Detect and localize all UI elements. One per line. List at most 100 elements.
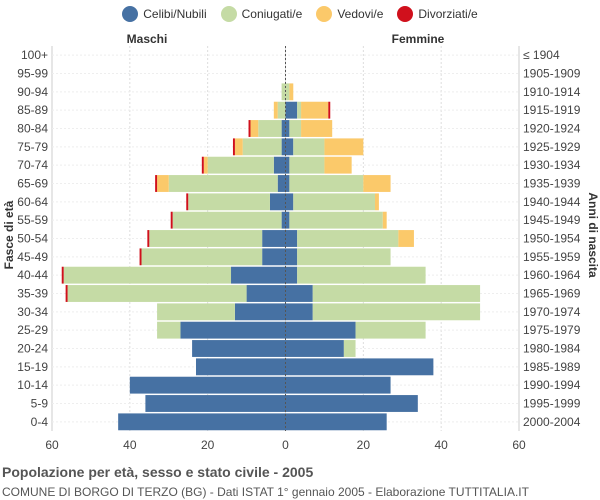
bar-male-celibi[interactable] xyxy=(273,156,286,174)
bar-male-vedovi[interactable] xyxy=(273,101,278,119)
bar-male-vedovi[interactable] xyxy=(157,175,169,192)
bar-male-divorziati[interactable] xyxy=(232,138,235,156)
bar-female-coniugate[interactable] xyxy=(289,156,325,174)
bar-male-divorziati[interactable] xyxy=(201,156,204,174)
bar-female-nubili[interactable] xyxy=(285,321,356,339)
bar-female-nubili[interactable] xyxy=(285,303,313,321)
bar-male-vedovi[interactable] xyxy=(203,156,208,174)
bar-male-celibi[interactable] xyxy=(118,413,286,431)
bar-female-coniugate[interactable] xyxy=(355,321,426,339)
bar-male-celibi[interactable] xyxy=(277,175,286,192)
bar-male-divorziati[interactable] xyxy=(61,266,64,284)
bar-male-celibi[interactable] xyxy=(281,138,286,156)
bar-male-coniugati[interactable] xyxy=(207,156,274,174)
bar-female-coniugate[interactable] xyxy=(285,83,290,101)
bar-female-coniugate[interactable] xyxy=(297,248,391,266)
bar-female-coniugate[interactable] xyxy=(289,175,364,192)
bar-female-nubili[interactable] xyxy=(285,193,294,211)
bar-male-divorziati[interactable] xyxy=(155,175,158,192)
bar-male-coniugati[interactable] xyxy=(281,83,286,101)
bar-male-celibi[interactable] xyxy=(195,358,286,376)
bar-male-celibi[interactable] xyxy=(281,120,286,137)
bar-female-coniugate[interactable] xyxy=(312,303,481,321)
bar-female-coniugate[interactable] xyxy=(297,266,426,284)
bar-female-nubili[interactable] xyxy=(285,358,434,376)
bars xyxy=(61,46,481,431)
bar-male-coniugati[interactable] xyxy=(63,266,232,284)
bar-male-celibi[interactable] xyxy=(145,395,286,412)
bar-female-coniugate[interactable] xyxy=(297,101,302,119)
bar-male-celibi[interactable] xyxy=(262,248,286,266)
bar-female-vedove[interactable] xyxy=(289,83,294,101)
bar-male-divorziati[interactable] xyxy=(139,248,142,266)
bar-female-coniugate[interactable] xyxy=(289,211,383,229)
bar-female-vedove[interactable] xyxy=(375,193,379,211)
x-tick-label: 60 xyxy=(512,438,526,452)
bar-male-celibi[interactable] xyxy=(192,340,286,357)
bar-male-coniugati[interactable] xyxy=(67,285,247,302)
chart-source: COMUNE DI BORGO DI TERZO (BG) - Dati IST… xyxy=(2,485,529,499)
bar-male-coniugati[interactable] xyxy=(141,248,263,266)
bar-female-coniugate[interactable] xyxy=(297,230,399,247)
bar-male-celibi[interactable] xyxy=(234,303,286,321)
bar-male-divorziati[interactable] xyxy=(147,230,150,247)
bar-female-nubili[interactable] xyxy=(285,376,391,394)
bar-female-vedove[interactable] xyxy=(324,138,364,156)
bar-male-celibi[interactable] xyxy=(180,321,286,339)
bar-male-divorziati[interactable] xyxy=(170,211,173,229)
bar-female-coniugate[interactable] xyxy=(343,340,356,357)
bar-female-coniugate[interactable] xyxy=(289,120,302,137)
bar-male-celibi[interactable] xyxy=(281,211,286,229)
bar-female-divorziate[interactable] xyxy=(328,101,331,119)
bar-male-coniugati[interactable] xyxy=(149,230,263,247)
bar-female-nubili[interactable] xyxy=(285,175,290,192)
bar-female-coniugate[interactable] xyxy=(293,193,376,211)
bar-female-nubili[interactable] xyxy=(285,395,418,412)
bar-male-celibi[interactable] xyxy=(269,193,286,211)
bar-female-vedove[interactable] xyxy=(363,175,391,192)
bar-female-nubili[interactable] xyxy=(285,138,294,156)
bar-female-nubili[interactable] xyxy=(285,340,344,357)
bar-female-nubili[interactable] xyxy=(285,156,290,174)
bar-female-nubili[interactable] xyxy=(285,230,298,247)
legend-item-coniugati[interactable]: Coniugati/e xyxy=(220,6,302,22)
bar-male-coniugati[interactable] xyxy=(157,303,235,321)
bar-male-celibi[interactable] xyxy=(246,285,286,302)
bar-male-coniugati[interactable] xyxy=(277,101,286,119)
bar-male-celibi[interactable] xyxy=(129,376,286,394)
bar-male-celibi[interactable] xyxy=(231,266,286,284)
x-tick-label: 60 xyxy=(45,438,59,452)
legend-item-vedovi[interactable]: Vedovi/e xyxy=(316,6,383,22)
bar-male-divorziati[interactable] xyxy=(186,193,189,211)
bar-male-coniugati[interactable] xyxy=(242,138,282,156)
bar-male-divorziati[interactable] xyxy=(248,120,251,137)
bar-female-nubili[interactable] xyxy=(285,266,298,284)
bar-male-celibi[interactable] xyxy=(262,230,286,247)
legend-item-divorziati[interactable]: Divorziati/e xyxy=(397,6,478,22)
bar-male-vedovi[interactable] xyxy=(250,120,259,137)
bar-female-nubili[interactable] xyxy=(285,101,298,119)
bar-female-nubili[interactable] xyxy=(285,285,313,302)
legend-item-celibi[interactable]: Celibi/Nubili xyxy=(122,6,207,22)
bar-male-coniugati[interactable] xyxy=(172,211,282,229)
bar-male-vedovi[interactable] xyxy=(234,138,243,156)
bar-female-nubili[interactable] xyxy=(285,413,387,431)
age-group-label: 15-19 xyxy=(17,360,48,374)
bar-male-coniugati[interactable] xyxy=(188,193,270,211)
header-femmine: Femmine xyxy=(392,32,445,46)
bar-female-vedove[interactable] xyxy=(398,230,414,247)
bar-female-nubili[interactable] xyxy=(285,248,298,266)
bar-female-coniugate[interactable] xyxy=(312,285,481,302)
legend-swatch-divorziati xyxy=(397,6,414,22)
bar-female-vedove[interactable] xyxy=(382,211,387,229)
bar-female-nubili[interactable] xyxy=(285,120,290,137)
bar-female-vedove[interactable] xyxy=(301,101,329,119)
bar-male-coniugati[interactable] xyxy=(157,321,181,339)
bar-male-coniugati[interactable] xyxy=(168,175,278,192)
bar-female-coniugate[interactable] xyxy=(293,138,325,156)
bar-male-coniugati[interactable] xyxy=(258,120,282,137)
bar-female-vedove[interactable] xyxy=(324,156,352,174)
bar-female-nubili[interactable] xyxy=(285,211,290,229)
bar-male-divorziati[interactable] xyxy=(65,285,68,302)
bar-female-vedove[interactable] xyxy=(301,120,333,137)
